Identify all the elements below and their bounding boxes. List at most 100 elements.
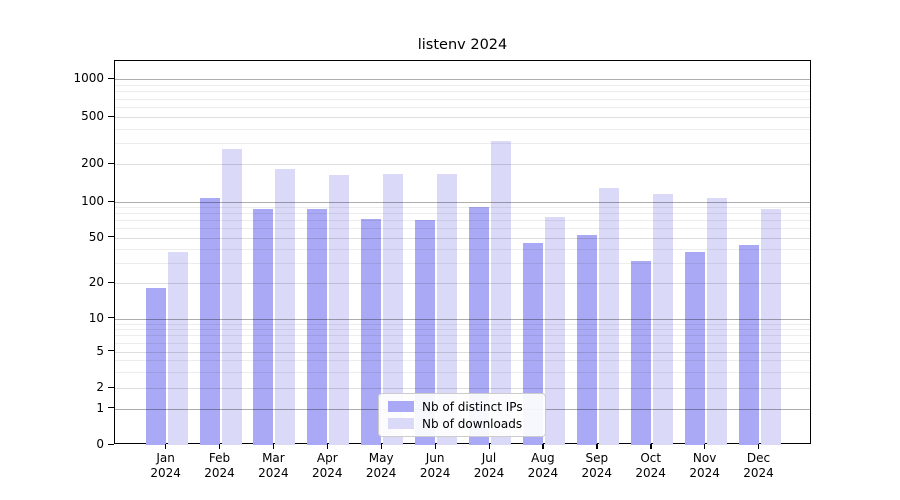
gridline-70 bbox=[115, 220, 810, 222]
bar-downloads-oct bbox=[652, 194, 673, 445]
x-tick-year: 2024 bbox=[312, 466, 343, 480]
x-tick-month: Mar bbox=[262, 451, 285, 465]
x-tick-year: 2024 bbox=[365, 466, 397, 480]
x-tick-month: May bbox=[368, 451, 394, 465]
gridline-800 bbox=[115, 91, 810, 93]
x-tick-mark bbox=[704, 444, 706, 449]
x-tick-mark bbox=[272, 444, 275, 449]
x-tick-month: Jan bbox=[156, 451, 175, 465]
y-tick-mark bbox=[108, 115, 114, 117]
gridline-40 bbox=[115, 248, 810, 250]
x-tick-year: 2024 bbox=[150, 466, 181, 480]
x-tick-year: 2024 bbox=[473, 466, 505, 480]
x-tick-year: 2024 bbox=[204, 466, 235, 480]
y-tick-mark bbox=[108, 77, 114, 80]
bar-distinct-ips-mar bbox=[253, 208, 274, 445]
plot-area bbox=[114, 60, 811, 445]
y-tick-label-10: 10 bbox=[88, 310, 104, 325]
x-tick-month: Nov bbox=[692, 451, 717, 465]
bar-distinct-ips-apr bbox=[307, 208, 328, 445]
legend-item-downloads: Nb of downloads bbox=[388, 416, 536, 431]
y-tick-mark bbox=[108, 350, 114, 352]
gridline-20 bbox=[115, 283, 810, 284]
y-tick-label-0: 0 bbox=[96, 437, 104, 451]
y-tick-mark bbox=[108, 281, 114, 283]
y-tick-label-50: 50 bbox=[88, 229, 104, 244]
x-tick-month: Oct bbox=[640, 451, 662, 465]
gridline-60 bbox=[115, 228, 810, 230]
chart-title: listenv 2024 bbox=[417, 37, 508, 53]
legend: Nb of distinct IPs Nb of downloads bbox=[378, 393, 546, 437]
gridline-4 bbox=[115, 360, 810, 362]
y-tick-label-100: 100 bbox=[81, 194, 104, 208]
gridline-50 bbox=[115, 237, 810, 239]
bar-downloads-sep bbox=[598, 187, 619, 445]
bar-distinct-ips-may bbox=[361, 218, 382, 445]
gridline-900 bbox=[115, 85, 810, 87]
gridline-700 bbox=[115, 98, 810, 100]
x-tick-year: 2024 bbox=[527, 466, 559, 480]
x-tick-year: 2024 bbox=[743, 466, 774, 480]
legend-label-downloads: Nb of downloads bbox=[422, 416, 523, 431]
x-tick-label-nov: Nov 2024 bbox=[675, 451, 735, 481]
y-tick-label-1: 1 bbox=[96, 400, 104, 415]
y-tick-mark bbox=[108, 386, 114, 388]
x-tick-mark bbox=[596, 444, 598, 449]
gridline-1000 bbox=[115, 79, 810, 81]
x-tick-mark bbox=[758, 444, 760, 449]
x-tick-month: Feb bbox=[208, 451, 231, 465]
x-tick-label-apr: Apr 2024 bbox=[297, 451, 357, 481]
gridline-400 bbox=[115, 128, 810, 130]
bar-downloads-aug bbox=[544, 216, 565, 445]
gridline-9 bbox=[115, 323, 810, 325]
x-tick-month: Apr bbox=[316, 451, 338, 465]
bar-downloads-jul bbox=[491, 140, 511, 445]
x-tick-month: Jul bbox=[481, 451, 497, 465]
y-tick-mark bbox=[108, 443, 114, 445]
gridline-8 bbox=[115, 329, 810, 331]
bar-distinct-ips-dec bbox=[738, 244, 759, 445]
gridline-6 bbox=[115, 342, 810, 344]
x-tick-mark bbox=[380, 444, 383, 449]
gridline-80 bbox=[115, 213, 810, 215]
gridline-300 bbox=[115, 143, 810, 145]
x-tick-year: 2024 bbox=[689, 466, 720, 480]
bar-downloads-nov bbox=[706, 197, 727, 445]
legend-swatch-downloads bbox=[388, 418, 414, 429]
x-tick-label-jun: Jun 2024 bbox=[405, 451, 465, 481]
x-tick-mark bbox=[542, 444, 544, 449]
x-tick-year: 2024 bbox=[258, 466, 289, 480]
gridline-2 bbox=[115, 388, 810, 389]
x-tick-label-oct: Oct 2024 bbox=[621, 451, 681, 481]
y-tick-label-1000: 1000 bbox=[73, 71, 104, 86]
y-tick-mark bbox=[108, 317, 114, 319]
x-tick-month: Dec bbox=[746, 451, 771, 465]
bar-distinct-ips-nov bbox=[684, 252, 705, 445]
bar-downloads-may bbox=[383, 174, 404, 445]
y-tick-mark bbox=[108, 162, 114, 165]
x-tick-month: Sep bbox=[585, 451, 609, 465]
gridline-3 bbox=[115, 371, 810, 373]
x-tick-year: 2024 bbox=[581, 466, 613, 480]
bar-distinct-ips-feb bbox=[199, 198, 220, 445]
gridline-600 bbox=[115, 107, 810, 109]
x-tick-month: Jun bbox=[425, 451, 445, 465]
bar-downloads-apr bbox=[329, 175, 350, 445]
bar-downloads-jun bbox=[437, 174, 458, 445]
x-tick-label-mar: Mar 2024 bbox=[243, 451, 303, 481]
x-tick-mark bbox=[219, 444, 221, 449]
x-tick-mark bbox=[434, 444, 436, 449]
bar-downloads-dec bbox=[760, 208, 781, 445]
legend-item-distinct-ips: Nb of distinct IPs bbox=[388, 399, 536, 414]
gridline-10 bbox=[115, 318, 810, 320]
bar-distinct-ips-jan bbox=[145, 288, 166, 445]
y-tick-label-500: 500 bbox=[81, 109, 104, 123]
bar-downloads-feb bbox=[221, 148, 242, 445]
y-tick-label-5: 5 bbox=[96, 343, 104, 358]
x-tick-label-feb: Feb 2024 bbox=[190, 451, 250, 481]
legend-swatch-distinct-ips bbox=[388, 401, 414, 412]
x-tick-label-may: May 2024 bbox=[351, 451, 411, 481]
x-tick-mark bbox=[165, 444, 167, 449]
y-tick-mark bbox=[108, 236, 114, 238]
